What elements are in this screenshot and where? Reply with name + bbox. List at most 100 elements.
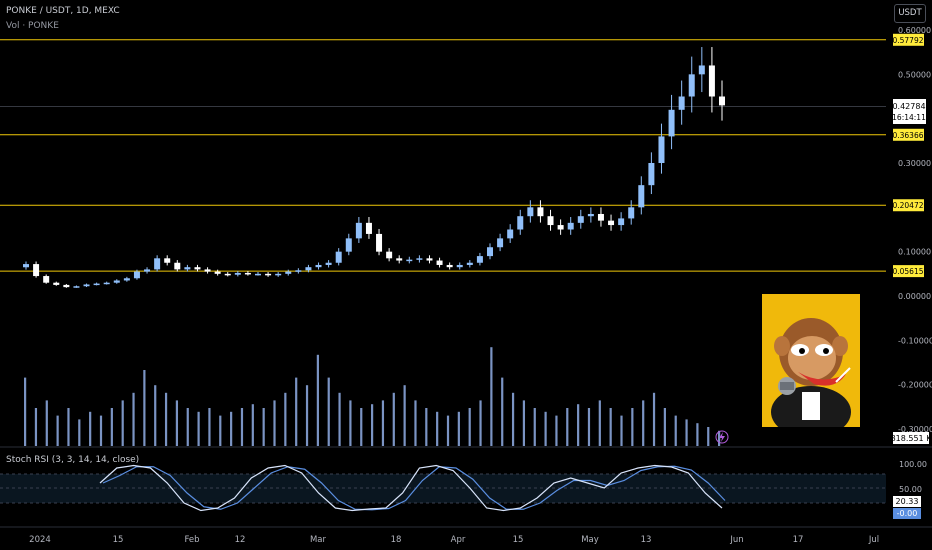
volume-bar [164, 392, 168, 446]
candle-body [265, 273, 272, 276]
candle-body [123, 278, 130, 281]
candle-body [234, 272, 241, 275]
candle-body [113, 280, 120, 283]
candle-body [53, 282, 60, 285]
candle-body [567, 222, 574, 230]
candle-body [719, 96, 725, 106]
level-badge-label: 0.36366 [892, 131, 923, 140]
candle-body [73, 286, 80, 288]
volume-bar [663, 408, 666, 446]
volume-badge [893, 432, 929, 444]
candle-body [376, 233, 383, 252]
level-badge [893, 265, 924, 278]
stoch-k-label: 20.33 [896, 497, 919, 506]
currency-button[interactable]: USDT [894, 4, 926, 23]
volume-bar [154, 385, 157, 446]
volume-bar [609, 408, 612, 446]
volume-bar [446, 415, 450, 446]
price-tick: -0.30000 [898, 425, 932, 434]
volume-bar [338, 392, 341, 446]
level-badge [893, 128, 924, 141]
monkey-icon [762, 294, 860, 438]
volume-bar [642, 400, 645, 446]
lightning-icon[interactable] [715, 430, 729, 444]
candle-body [466, 262, 473, 265]
stoch-k-line [99, 464, 723, 512]
candle-body [325, 262, 332, 265]
volume-bar [230, 411, 233, 446]
candle-body [698, 65, 705, 75]
volume-bar [598, 400, 601, 446]
volume-bar [208, 408, 211, 446]
candle-body [255, 273, 261, 276]
volume-bar [45, 400, 48, 446]
candle-body [103, 282, 110, 285]
candle-body [557, 225, 564, 230]
candle-body [386, 251, 393, 259]
stoch-k-badge [893, 496, 921, 507]
volume-bar [78, 419, 81, 446]
candle-body [164, 258, 171, 263]
candle-body [416, 258, 423, 260]
volume-bar [544, 411, 547, 446]
price-tick: -0.10000 [898, 336, 932, 345]
candle-body [426, 258, 433, 261]
volume-bar [240, 408, 244, 446]
candle-body [23, 264, 29, 268]
price-tick: 0.60000 [898, 26, 931, 35]
volume-bar [99, 415, 103, 446]
candle-body [517, 216, 524, 230]
candle-body [63, 284, 70, 288]
stoch-d-line [102, 465, 726, 511]
candle-body [446, 264, 453, 268]
candle-body [547, 216, 554, 226]
stoch-d-badge [893, 508, 921, 519]
candle-body [497, 238, 504, 248]
volume-bar [219, 415, 222, 446]
candle-body [83, 284, 90, 287]
candle-body [214, 271, 221, 274]
volume-bar [89, 411, 92, 446]
volume-bar [696, 423, 699, 446]
volume-bar [511, 392, 515, 446]
candle-body [194, 267, 201, 270]
volume-bar [316, 354, 319, 446]
volume-bar [251, 404, 254, 446]
volume-bar [522, 400, 526, 446]
price-tick: 0.10000 [898, 248, 931, 257]
volume-bar [577, 404, 580, 446]
price-tick: -0.20000 [898, 381, 932, 390]
volume-bar [718, 430, 721, 446]
stoch-tick-50: 50.00 [899, 485, 922, 494]
volume-bar [587, 408, 591, 446]
candle-body [577, 216, 584, 223]
volume-bar [555, 415, 558, 446]
candle-body [708, 65, 715, 97]
time-tick: 2024 [29, 535, 51, 545]
candle-body [305, 267, 312, 271]
candle-body [144, 269, 151, 272]
volume-bar [132, 392, 135, 446]
volume-bar [197, 411, 200, 446]
volume-bar [707, 427, 710, 446]
time-tick: 15 [113, 535, 124, 545]
candle-body [537, 207, 544, 217]
volume-bar [457, 411, 460, 446]
candle-body [345, 238, 352, 252]
candle-body [154, 258, 161, 270]
candle-body [487, 247, 493, 257]
candle-body [204, 269, 211, 272]
candle-body [648, 163, 655, 186]
countdown-label: 16:14:11 [892, 113, 926, 122]
candle-body [476, 256, 483, 263]
volume-legend: Vol · PONKE [6, 21, 59, 31]
candle-body [244, 272, 251, 275]
volume-bar [468, 408, 471, 446]
volume-bar [479, 400, 482, 446]
volume-bar [436, 411, 439, 446]
candle-body [658, 136, 665, 163]
candle-body [628, 207, 635, 219]
level-badge [893, 33, 924, 46]
time-tick: Apr [451, 535, 466, 545]
